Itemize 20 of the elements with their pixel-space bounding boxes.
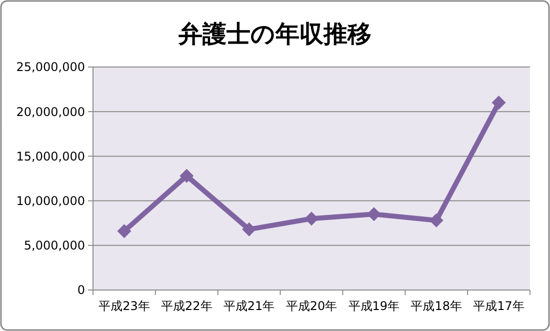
y-tick-label: 15,000,000 [16, 149, 85, 164]
y-tick-label: 10,000,000 [16, 194, 85, 208]
x-tick-label: 平成19年 [348, 299, 400, 313]
point [304, 212, 318, 226]
x-tick-label: 平成23年 [98, 299, 150, 313]
x-tick-label: 平成18年 [410, 299, 462, 313]
point [117, 224, 132, 238]
x-tick-label: 平成20年 [286, 299, 338, 313]
x-tick-label: 平成17年 [473, 299, 524, 313]
chart-title: 弁護士の年収推移 [178, 20, 372, 48]
point [242, 222, 256, 236]
y-tick-label: 0 [77, 283, 85, 298]
x-tick-label: 平成21年 [223, 299, 275, 313]
point [492, 96, 506, 110]
y-tick-label: 20,000,000 [16, 104, 85, 119]
y-tick-label: 5,000,000 [24, 238, 85, 253]
point [429, 213, 444, 228]
x-tick-label: 平成22年 [161, 299, 212, 313]
point [180, 168, 194, 183]
y-tick-label: 25,000,000 [16, 60, 85, 74]
